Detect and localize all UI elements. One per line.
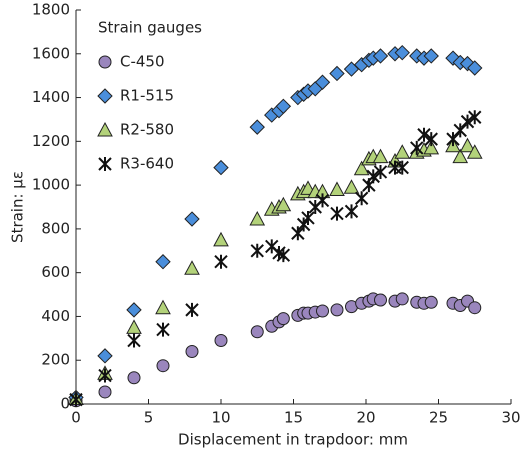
x-tick-label: 30 [501, 409, 520, 427]
data-point [330, 206, 344, 221]
data-point [185, 302, 199, 317]
legend-title: Strain gauges [98, 19, 202, 37]
data-point [366, 169, 380, 184]
data-point [213, 231, 229, 247]
data-point [372, 148, 389, 164]
data-point [467, 60, 483, 76]
data-point [354, 191, 369, 206]
data-point [275, 98, 292, 115]
data-point [184, 211, 200, 227]
legend-label: R2-580 [120, 121, 174, 139]
data-point [69, 392, 83, 407]
data-point [330, 303, 344, 317]
data-point [329, 65, 345, 82]
data-point [453, 123, 467, 138]
data-point [372, 48, 389, 64]
x-tick-label: 15 [284, 409, 303, 427]
data-point [452, 148, 469, 164]
data-point [423, 139, 440, 155]
data-point [98, 385, 112, 399]
data-point [276, 248, 291, 263]
data-point [410, 140, 424, 155]
data-point [275, 196, 292, 212]
data-point [468, 301, 482, 315]
legend-label: C-450 [120, 53, 165, 71]
data-point [214, 254, 228, 269]
y-tick-label: 0 [60, 395, 70, 413]
data-point [185, 344, 199, 358]
y-tick-label: 1800 [32, 1, 70, 19]
y-tick-label: 400 [41, 307, 70, 325]
x-axis-label: Displacement in trapdoor: mm [178, 431, 408, 449]
data-point [343, 179, 360, 194]
data-point [98, 368, 112, 383]
legend-marker [97, 88, 113, 104]
data-point [423, 48, 439, 64]
data-point [127, 371, 141, 385]
data-point [373, 164, 388, 179]
y-tick-label: 1000 [32, 176, 70, 194]
data-point [184, 260, 200, 275]
data-point [459, 137, 476, 153]
x-tick-label: 20 [356, 409, 375, 427]
y-tick-label: 800 [41, 219, 70, 237]
data-point [395, 160, 409, 175]
y-tick-label: 1200 [32, 132, 70, 150]
data-point [394, 144, 411, 159]
data-point [424, 295, 438, 309]
data-point [291, 226, 305, 241]
legend-label: R3-640 [120, 155, 174, 173]
data-point [460, 114, 475, 129]
legend-marker [98, 157, 112, 171]
y-tick-label: 1400 [32, 88, 70, 106]
data-point [374, 293, 387, 307]
data-point [344, 204, 359, 219]
y-tick-label: 200 [41, 351, 70, 369]
y-tick-label: 600 [41, 263, 70, 281]
data-point [353, 160, 370, 176]
data-point [417, 127, 431, 142]
legend-marker [97, 121, 113, 137]
data-point [156, 359, 170, 373]
data-point [466, 144, 483, 159]
data-point [250, 243, 264, 258]
data-point [315, 193, 330, 208]
data-point [276, 312, 290, 326]
data-point [314, 74, 331, 90]
x-tick-label: 10 [211, 409, 230, 427]
data-point [127, 333, 141, 348]
data-point [126, 319, 142, 334]
data-point [156, 322, 170, 337]
data-point [316, 304, 329, 318]
data-point [395, 292, 409, 306]
data-point [468, 110, 482, 125]
data-point [446, 132, 460, 147]
data-point [213, 159, 229, 176]
data-point [424, 132, 438, 147]
data-point [249, 210, 266, 226]
data-point [329, 181, 345, 196]
data-point [394, 44, 410, 61]
data-point [97, 348, 113, 364]
x-tick-label: 5 [144, 409, 154, 427]
data-point [214, 334, 228, 348]
data-point [249, 119, 265, 135]
data-point [445, 50, 461, 66]
legend-marker [98, 55, 112, 69]
data-point [250, 325, 264, 339]
data-point [155, 254, 171, 270]
legend-label: R1-515 [120, 87, 174, 105]
x-tick-label: 25 [429, 409, 448, 427]
data-point [459, 55, 476, 72]
y-tick-label: 1600 [32, 44, 70, 62]
data-point [126, 302, 142, 318]
y-axis-label: Strain: με [9, 171, 27, 243]
data-point [155, 299, 171, 315]
data-point [388, 160, 402, 175]
data-point [301, 210, 315, 225]
x-tick-label: 0 [71, 409, 81, 427]
